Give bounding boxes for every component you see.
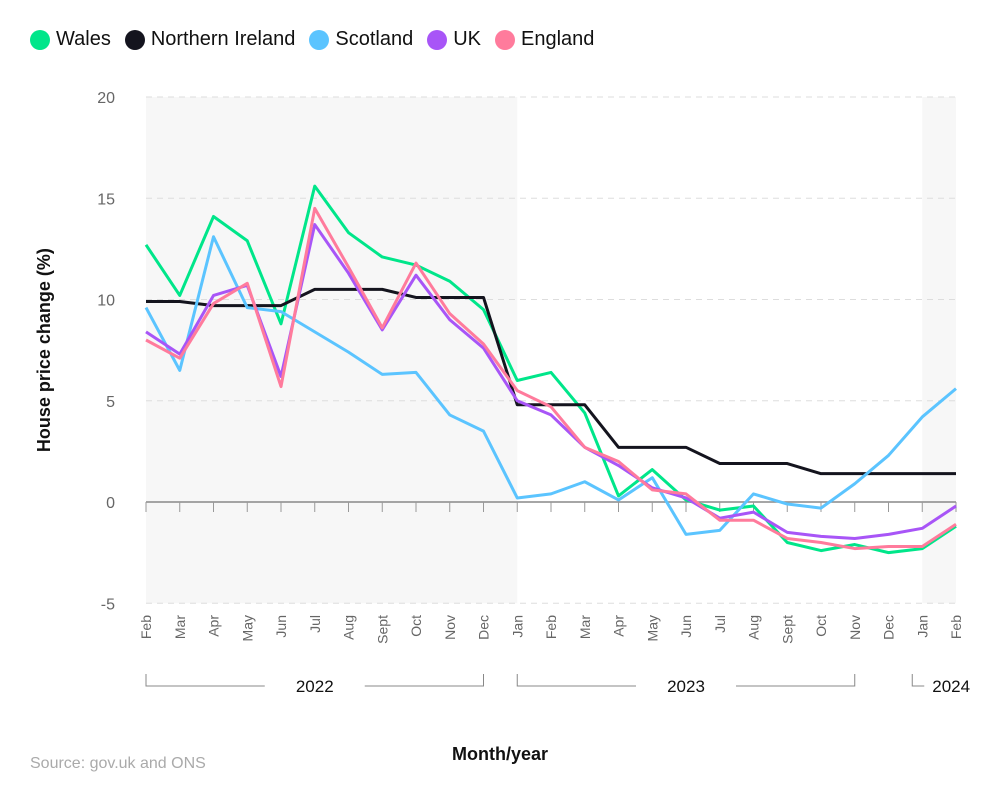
series-line-uk [145, 223, 957, 540]
series-line-england [145, 206, 957, 551]
year-bracket [145, 674, 484, 687]
x-tick-label: Jan [509, 615, 525, 638]
x-tick-label: Jun [273, 615, 289, 638]
x-tick-label: Feb [543, 615, 559, 639]
y-tick-label: 10 [97, 293, 115, 310]
x-tick-label: Apr [206, 615, 222, 637]
x-tick-label: Jul [307, 615, 323, 633]
shade-2022 [146, 97, 518, 604]
x-tick-label: Mar [577, 615, 593, 639]
source-note: Source: gov.uk and ONS [30, 755, 206, 772]
legend-swatch [124, 29, 145, 50]
x-tick-label: Dec [881, 615, 897, 640]
legend-swatch [495, 29, 515, 50]
y-tick-label: 15 [97, 191, 115, 208]
year-bracket [911, 674, 925, 687]
legend-label: England [521, 28, 595, 50]
legend-item[interactable]: Scotland [309, 28, 413, 51]
legend-label: Wales [56, 28, 111, 50]
legend-label: Northern Ireland [150, 28, 296, 50]
legend-item[interactable]: UK [427, 28, 481, 51]
y-tick-label: 0 [106, 495, 115, 512]
y-tick-label: -5 [101, 596, 115, 613]
legend-item[interactable]: England [495, 28, 594, 51]
x-axis-title: Month/year [452, 744, 548, 764]
year-label: 2022 [296, 677, 334, 696]
year-label: 2024 [932, 677, 970, 696]
x-tick-label: Jan [914, 615, 930, 638]
y-tick-label: 20 [97, 90, 115, 107]
x-tick-label: Jun [678, 615, 694, 638]
x-tick-label: May [239, 615, 255, 641]
legend-label: UK [453, 28, 481, 50]
x-tick-label: Mar [172, 615, 188, 639]
year-bracket [516, 674, 856, 687]
legend-label: Scotland [335, 28, 414, 50]
legend-item[interactable]: Northern Ireland [124, 28, 296, 51]
y-tick-label: 5 [106, 394, 115, 411]
x-tick-label: Jul [712, 615, 728, 633]
x-tick-label: Nov [442, 615, 458, 640]
x-tick-label: Dec [476, 615, 492, 640]
legend: Wales Northern Ireland Scotland UK England [30, 28, 594, 51]
x-tick-label: Apr [611, 615, 627, 637]
x-tick-label: Oct [813, 615, 829, 637]
x-tick-label: Aug [341, 615, 357, 640]
x-tick-label: Aug [746, 615, 762, 640]
legend-swatch [30, 29, 50, 50]
legend-swatch [309, 29, 330, 50]
series-line-wales [144, 184, 957, 555]
x-tick-label: May [644, 615, 660, 641]
x-tick-label: Nov [847, 615, 863, 640]
legend-swatch [427, 29, 448, 50]
series-line-scotland [144, 235, 957, 536]
year-label: 2023 [667, 677, 705, 696]
x-tick-label: Feb [138, 615, 154, 639]
x-tick-label: Sept [374, 615, 390, 644]
y-axis-title: House price change (%) [34, 248, 54, 452]
x-tick-label: Feb [948, 615, 964, 639]
series-line-northern-ireland [146, 287, 956, 476]
x-tick-label: Sept [779, 615, 795, 644]
legend-item[interactable]: Wales [30, 28, 111, 51]
x-tick-label: Oct [408, 615, 424, 637]
